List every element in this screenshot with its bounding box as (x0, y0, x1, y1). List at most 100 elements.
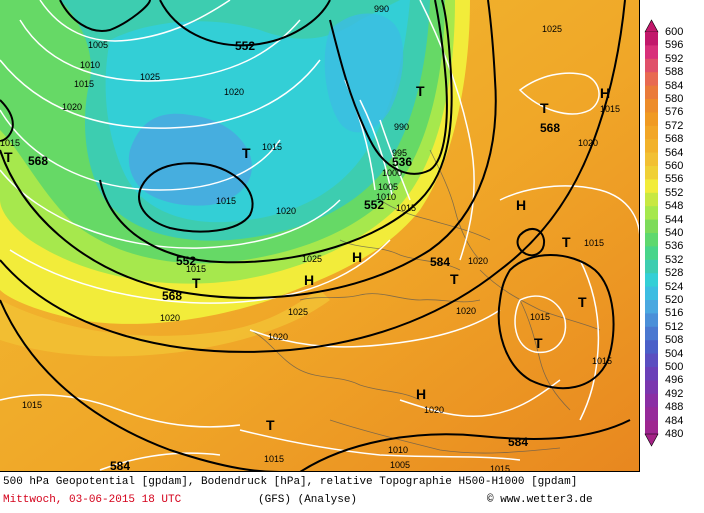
legend-swatch (645, 219, 658, 234)
legend-label: 500 (665, 361, 684, 373)
geopotential-label: 568 (540, 121, 560, 135)
legend-label: 492 (665, 387, 684, 400)
pressure-label: 1015 (264, 454, 284, 464)
legend-swatch (645, 286, 658, 301)
legend-swatch (645, 246, 658, 261)
legend-swatch (645, 340, 658, 355)
legend-label: 540 (665, 227, 684, 239)
pressure-label: 1010 (376, 192, 396, 202)
pressure-label: 1015 (74, 79, 94, 89)
footer: 500 hPa Geopotential [gpdam], Bodendruck… (0, 472, 704, 513)
pressure-label: 1020 (468, 256, 488, 266)
legend-label: 512 (665, 320, 684, 333)
geopotential-label: 568 (162, 289, 182, 303)
pressure-label: 1015 (216, 196, 236, 206)
legend-swatch (645, 112, 658, 127)
legend-swatch (645, 192, 658, 207)
pressure-label: 1010 (388, 445, 408, 455)
geopotential-label: 584 (110, 459, 130, 472)
weather-map: 552 568 536 552 552 568 584 568 584 584 … (0, 0, 640, 472)
low-center: T (450, 271, 459, 287)
legend-label: 596 (665, 39, 684, 52)
pressure-label: 1015 (584, 238, 604, 248)
pressure-label: 1020 (224, 87, 244, 97)
legend-label: 504 (665, 347, 684, 360)
legend-swatch (645, 259, 658, 274)
legend-swatch (645, 45, 658, 60)
legend-label: 572 (665, 119, 684, 132)
legend-label: 588 (665, 66, 684, 79)
legend-swatch (645, 152, 658, 167)
cold-core-north (324, 13, 404, 133)
color-legend: 600 596 592 588 584 580 576 572 568 564 560 556 552 5… (640, 0, 704, 472)
legend-label: 496 (665, 374, 684, 387)
footer-meta: Mittwoch, 03-06-2015 18 UTC (GFS) (Analy… (3, 494, 593, 506)
legend-swatch (645, 139, 658, 154)
pressure-label: 1025 (288, 307, 308, 317)
low-center: T (534, 335, 543, 351)
pressure-label: 1015 (262, 142, 282, 152)
pressure-label: 1015 (592, 356, 612, 366)
legend-swatch (645, 313, 658, 328)
pressure-label: 1020 (276, 206, 296, 216)
legend-label: 488 (665, 401, 684, 414)
model-info: (GFS) (Analyse) (258, 494, 358, 506)
low-center: T (578, 294, 587, 310)
pressure-label: 990 (374, 4, 389, 14)
legend-arrow-up-icon (644, 19, 659, 33)
legend-label: 600 (665, 26, 684, 38)
orange-band (0, 290, 330, 357)
legend-label: 592 (665, 52, 684, 65)
pressure-label: 1020 (160, 313, 180, 323)
legend-swatch (645, 166, 658, 180)
low-center: T (4, 149, 13, 165)
high-center: H (416, 386, 426, 402)
legend-label: 584 (665, 79, 684, 92)
pressure-label: 1020 (456, 306, 476, 316)
legend-swatch (645, 32, 658, 46)
low-center: T (416, 83, 425, 99)
pressure-label: 1020 (268, 332, 288, 342)
pressure-label: 1015 (22, 400, 42, 410)
valid-date: Mittwoch, 03-06-2015 18 UTC (3, 494, 182, 506)
high-center: H (352, 249, 362, 265)
pressure-label: 1000 (382, 168, 402, 178)
legend-swatch (645, 367, 658, 381)
legend-label: 548 (665, 200, 684, 213)
pressure-label: 1025 (140, 72, 160, 82)
pressure-label: 1005 (378, 182, 398, 192)
pressure-label: 1020 (424, 405, 444, 415)
legend-label: 536 (665, 240, 684, 253)
pressure-label: 1015 (490, 464, 510, 472)
geopotential-label: 584 (430, 255, 450, 269)
high-center: H (304, 272, 314, 288)
pressure-label: 1020 (62, 102, 82, 112)
cold-core-region (128, 113, 252, 206)
geopotential-labels: 552 568 536 552 552 568 584 568 584 584 (28, 39, 560, 472)
pressure-label: 1020 (578, 138, 598, 148)
high-center: H (600, 85, 610, 101)
geopotential-contours (0, 0, 631, 471)
legend-label: 524 (665, 280, 684, 293)
pressure-label: 995 (392, 148, 407, 158)
legend-swatch (645, 353, 658, 368)
legend-label: 556 (665, 173, 684, 186)
legend-swatch (645, 179, 658, 194)
legend-swatch (645, 125, 658, 140)
legend-arrow-down-icon (644, 433, 659, 447)
low-center: T (562, 234, 571, 250)
legend-bar (644, 19, 659, 447)
legend-swatch (645, 420, 658, 435)
pressure-label: 1015 (396, 203, 416, 213)
legend-label: 560 (665, 160, 684, 172)
low-center: T (192, 275, 201, 291)
pressure-labels: 990 1005 1010 1015 1025 1020 1015 990 99… (0, 4, 620, 472)
legend-swatch (645, 99, 658, 113)
legend-label: 564 (665, 146, 684, 159)
legend-swatch (645, 72, 658, 87)
legend-label: 528 (665, 267, 684, 280)
legend-swatch (645, 407, 658, 422)
legend-swatch (645, 58, 658, 73)
pressure-label: 1010 (80, 60, 100, 70)
low-center: T (242, 145, 251, 161)
